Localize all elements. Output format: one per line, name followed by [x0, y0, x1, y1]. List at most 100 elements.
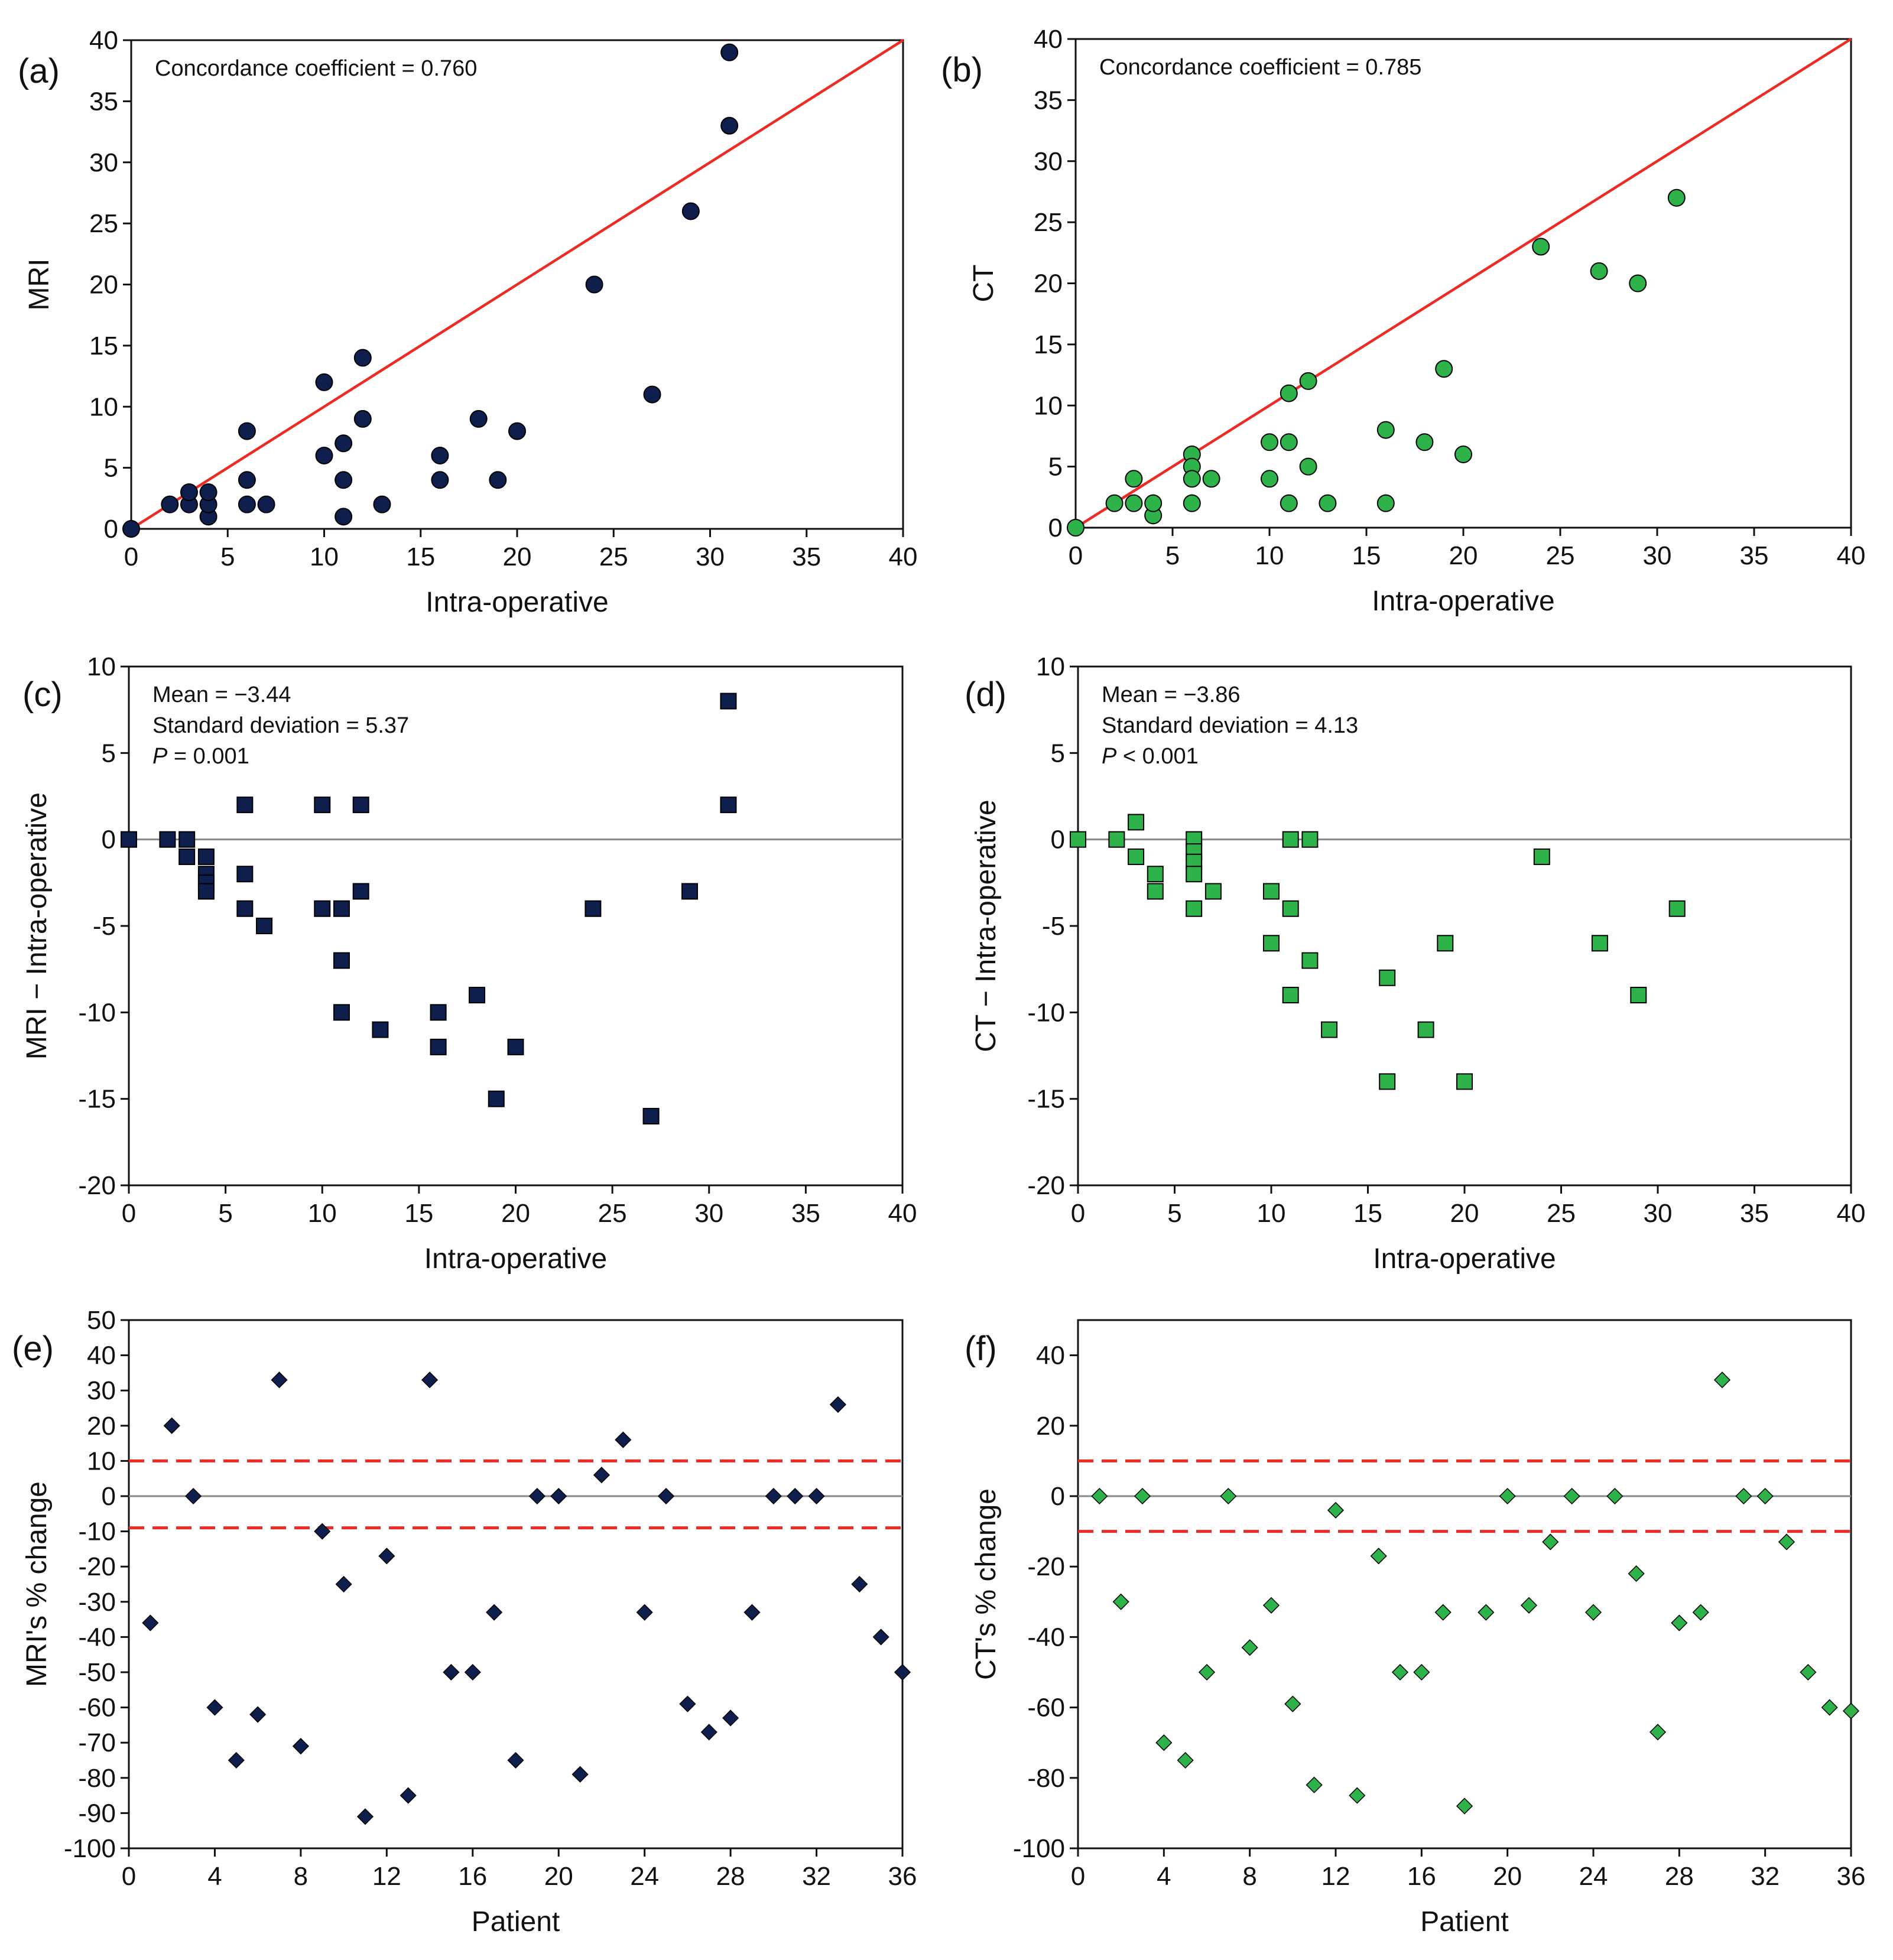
panel-b: 0 5 10 15 20 25 30 35 40 0 5 10 15 20 25 30 35 40 Intra-op… — [941, 25, 1865, 617]
data-point — [1454, 445, 1472, 463]
x-tick-label: 16 — [458, 1862, 487, 1891]
y-tick-label: 35 — [1034, 86, 1063, 115]
data-point — [378, 1548, 395, 1565]
x-tick-label: 15 — [406, 542, 435, 571]
p-symbol: P — [1102, 744, 1117, 769]
data-point — [1499, 1487, 1516, 1505]
data-point — [722, 1709, 739, 1727]
x-tick-label: 15 — [404, 1199, 433, 1228]
data-point — [1630, 987, 1647, 1004]
data-point — [1668, 900, 1686, 917]
x-tick-label: 32 — [1751, 1862, 1780, 1891]
data-point — [372, 1021, 389, 1038]
panel-label: (f) — [965, 1330, 997, 1368]
y-tick-label: -40 — [1027, 1623, 1065, 1652]
y-tick-label: 5 — [1048, 453, 1063, 482]
x-tick-label: 5 — [220, 542, 235, 571]
y-tick-label: -40 — [78, 1623, 116, 1652]
data-point — [180, 483, 198, 501]
data-point — [1391, 1663, 1409, 1681]
annotation-text: Standard deviation = 5.37 — [152, 713, 409, 738]
data-point — [236, 866, 254, 883]
data-point — [335, 508, 353, 526]
data-point — [1520, 1597, 1538, 1614]
data-point — [681, 202, 700, 220]
x-tick-label: 4 — [207, 1862, 222, 1891]
y-axis-label: CT − Intra-operative — [970, 799, 1002, 1052]
data-point — [443, 1663, 460, 1681]
data-point — [352, 883, 369, 900]
data-point — [1155, 1734, 1173, 1751]
data-point — [1301, 831, 1319, 848]
data-point — [1301, 952, 1319, 969]
data-point — [1128, 814, 1145, 831]
x-tick-label: 35 — [792, 542, 821, 571]
data-point — [1067, 519, 1085, 537]
data-point — [335, 1575, 352, 1593]
data-point — [271, 1371, 288, 1389]
y-tick-label: -20 — [1027, 1552, 1065, 1581]
p-symbol: P — [152, 744, 168, 769]
data-point — [1263, 935, 1280, 952]
y-tick-label: 20 — [89, 271, 118, 300]
data-point — [550, 1487, 567, 1505]
data-point — [1456, 1798, 1473, 1815]
data-point — [657, 1487, 675, 1505]
data-point — [1321, 1021, 1338, 1038]
y-tick-label: 15 — [89, 331, 118, 360]
p-value: < 0.001 — [1116, 744, 1198, 769]
y-tick-label: -20 — [78, 1552, 116, 1581]
annotation-text: P = 0.001 — [152, 744, 249, 769]
data-point — [335, 471, 353, 489]
x-tick-label: 8 — [1242, 1862, 1256, 1891]
data-point — [1413, 1663, 1430, 1681]
data-point — [1456, 1073, 1473, 1090]
panel-label: (e) — [12, 1330, 54, 1368]
data-point — [352, 797, 369, 814]
data-point — [400, 1787, 417, 1804]
x-tick-label: 40 — [1837, 541, 1866, 570]
y-tick-label: 5 — [104, 454, 118, 483]
data-point — [1376, 421, 1395, 439]
panel-a: 0 5 10 15 20 25 30 35 40 0 5 10 15 20 25 30 35 40 Intra-op… — [18, 26, 917, 618]
annotation-text: Standard deviation = 4.13 — [1102, 713, 1358, 738]
x-tick-label: 35 — [1740, 1199, 1769, 1228]
data-point — [1220, 1487, 1237, 1505]
y-tick-label: 25 — [1034, 208, 1063, 237]
y-tick-label: -5 — [93, 912, 116, 941]
y-tick-label: -100 — [1013, 1834, 1065, 1863]
data-point — [1306, 1776, 1323, 1793]
y-tick-label: 20 — [1036, 1412, 1065, 1441]
data-point — [700, 1724, 717, 1741]
y-tick-label: -20 — [78, 1171, 116, 1200]
y-tick-label: -15 — [1027, 1085, 1065, 1114]
data-point — [1262, 1597, 1280, 1614]
data-point — [1280, 433, 1298, 451]
data-point — [743, 1604, 761, 1621]
data-point — [1435, 360, 1453, 378]
y-tick-label: 10 — [1034, 391, 1063, 420]
data-point — [679, 1695, 696, 1712]
data-point — [1370, 1548, 1387, 1565]
data-point — [1128, 848, 1145, 865]
data-point — [1284, 1695, 1301, 1712]
data-point — [1628, 1565, 1645, 1582]
x-tick-label: 12 — [1321, 1862, 1350, 1891]
y-tick-label: 20 — [1034, 269, 1063, 298]
x-tick-label: 0 — [1071, 1862, 1085, 1891]
data-point — [615, 1431, 632, 1448]
x-tick-label: 30 — [1644, 1199, 1673, 1228]
data-point — [1319, 494, 1337, 512]
data-point — [720, 116, 739, 135]
y-tick-label: 40 — [89, 26, 118, 55]
panel-label: (b) — [941, 51, 983, 89]
data-point — [1478, 1604, 1495, 1621]
data-point — [572, 1766, 589, 1783]
data-point — [1125, 470, 1143, 488]
data-point — [228, 1751, 245, 1769]
y-tick-label: -60 — [78, 1694, 116, 1722]
x-tick-label: 0 — [122, 1199, 136, 1228]
y-tick-label: 25 — [89, 209, 118, 238]
panel-c: 0 5 10 15 20 25 30 35 40 -20 -15 -10 -5 0 5 10 Intra-ope… — [21, 652, 917, 1275]
